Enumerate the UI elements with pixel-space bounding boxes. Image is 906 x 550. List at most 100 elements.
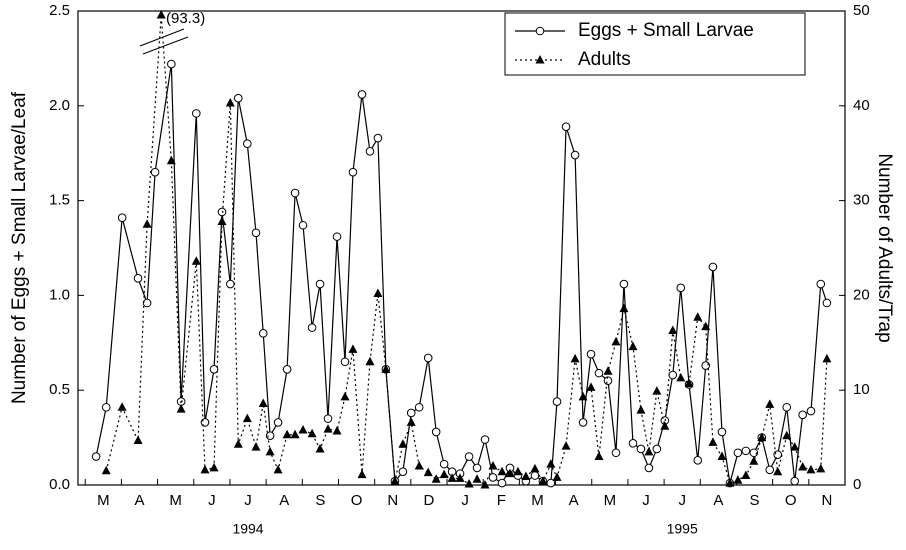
egg-point — [708, 262, 718, 272]
y2-tick-label: 40 — [853, 97, 870, 114]
egg-point — [357, 90, 367, 99]
egg-point — [265, 431, 275, 441]
adult-point — [480, 480, 490, 489]
adult-point — [332, 425, 342, 435]
x-tick-label: D — [424, 492, 435, 509]
adult-point — [273, 464, 283, 474]
egg-point — [217, 207, 227, 217]
x-tick-label: J — [461, 492, 469, 509]
adult-point — [790, 442, 800, 451]
egg-point — [693, 456, 703, 465]
adult-point — [315, 443, 325, 453]
egg-point — [782, 402, 792, 412]
adult-point — [652, 386, 662, 395]
egg-point — [717, 427, 727, 437]
egg-point — [773, 450, 783, 459]
egg-point — [636, 444, 646, 454]
egg-point — [117, 213, 127, 222]
adult-point — [798, 461, 808, 471]
x-tick-label: A — [713, 492, 723, 509]
adult-point — [101, 465, 111, 475]
egg-point — [373, 133, 383, 143]
egg-point — [251, 228, 261, 238]
adult-point — [381, 364, 391, 373]
egg-point — [603, 376, 613, 386]
x-tick-label: O — [351, 492, 363, 509]
egg-point — [798, 410, 807, 420]
egg-point — [398, 467, 408, 477]
adult-point — [176, 404, 186, 413]
year-label: 1995 — [667, 521, 698, 537]
egg-point — [816, 279, 826, 289]
adult-point — [505, 468, 515, 478]
y-tick-label: 0.0 — [49, 476, 70, 493]
egg-point — [530, 471, 540, 480]
legend-label: Adults — [578, 49, 631, 70]
adult-point — [636, 405, 646, 414]
adult-point — [447, 473, 457, 482]
y2-tick-label: 0 — [853, 476, 861, 493]
y-tick-label: 1.5 — [49, 192, 70, 209]
adult-point — [570, 353, 580, 363]
y-axis-label: Number of Eggs + Small Larvae/Leaf — [9, 91, 30, 404]
egg-point — [472, 463, 482, 473]
adult-point — [406, 417, 416, 426]
adult-point — [390, 476, 400, 485]
egg-point — [315, 279, 325, 289]
egg-point — [765, 465, 775, 475]
x-tick-label: A — [569, 492, 579, 509]
adult-point — [644, 446, 654, 456]
egg-point — [91, 452, 101, 461]
adult-point — [251, 442, 261, 451]
adult-point — [586, 382, 596, 391]
y-tick-label: 2.5 — [49, 2, 70, 19]
adult-point — [398, 439, 408, 448]
egg-point — [611, 448, 621, 458]
adult-point — [464, 479, 474, 488]
egg-point — [578, 418, 588, 427]
y2-tick-label: 10 — [853, 381, 870, 398]
egg-point — [233, 93, 243, 103]
egg-point — [790, 476, 800, 486]
adult-point — [676, 372, 686, 382]
egg-point — [644, 463, 654, 473]
adult-point — [717, 451, 727, 461]
legend-marker — [535, 55, 545, 64]
egg-point — [423, 353, 433, 363]
adult-point — [191, 256, 201, 265]
adult-point — [217, 216, 227, 225]
egg-point — [209, 365, 219, 374]
adult-point — [660, 421, 670, 430]
adult-point — [773, 466, 783, 476]
egg-point — [414, 402, 424, 412]
egg-point — [822, 298, 832, 308]
adult-point — [133, 435, 143, 444]
adult-point — [357, 469, 367, 479]
x-tick-label: J — [244, 492, 252, 509]
egg-point — [586, 349, 596, 359]
adult-point — [323, 424, 333, 433]
egg-point — [733, 448, 743, 458]
axis-break — [139, 28, 185, 47]
egg-point — [340, 357, 350, 367]
adult-point — [298, 425, 308, 434]
adult-point — [546, 459, 556, 468]
adult-point — [513, 466, 523, 476]
egg-point — [290, 188, 300, 198]
adult-point — [200, 464, 210, 474]
adult-point — [603, 366, 613, 375]
adult-point — [521, 471, 531, 480]
adult-point — [439, 469, 449, 479]
x-tick-label: J — [642, 492, 650, 509]
adult-point — [530, 463, 540, 473]
adult-point — [472, 474, 482, 483]
annotation: (93.3) — [166, 10, 205, 27]
adult-point — [307, 428, 317, 438]
egg-point — [741, 446, 751, 456]
egg-point — [652, 444, 662, 454]
adult-point — [701, 321, 711, 331]
egg-point — [552, 397, 562, 406]
egg-point — [806, 406, 816, 416]
egg-point — [323, 414, 333, 423]
egg-point — [167, 59, 176, 69]
